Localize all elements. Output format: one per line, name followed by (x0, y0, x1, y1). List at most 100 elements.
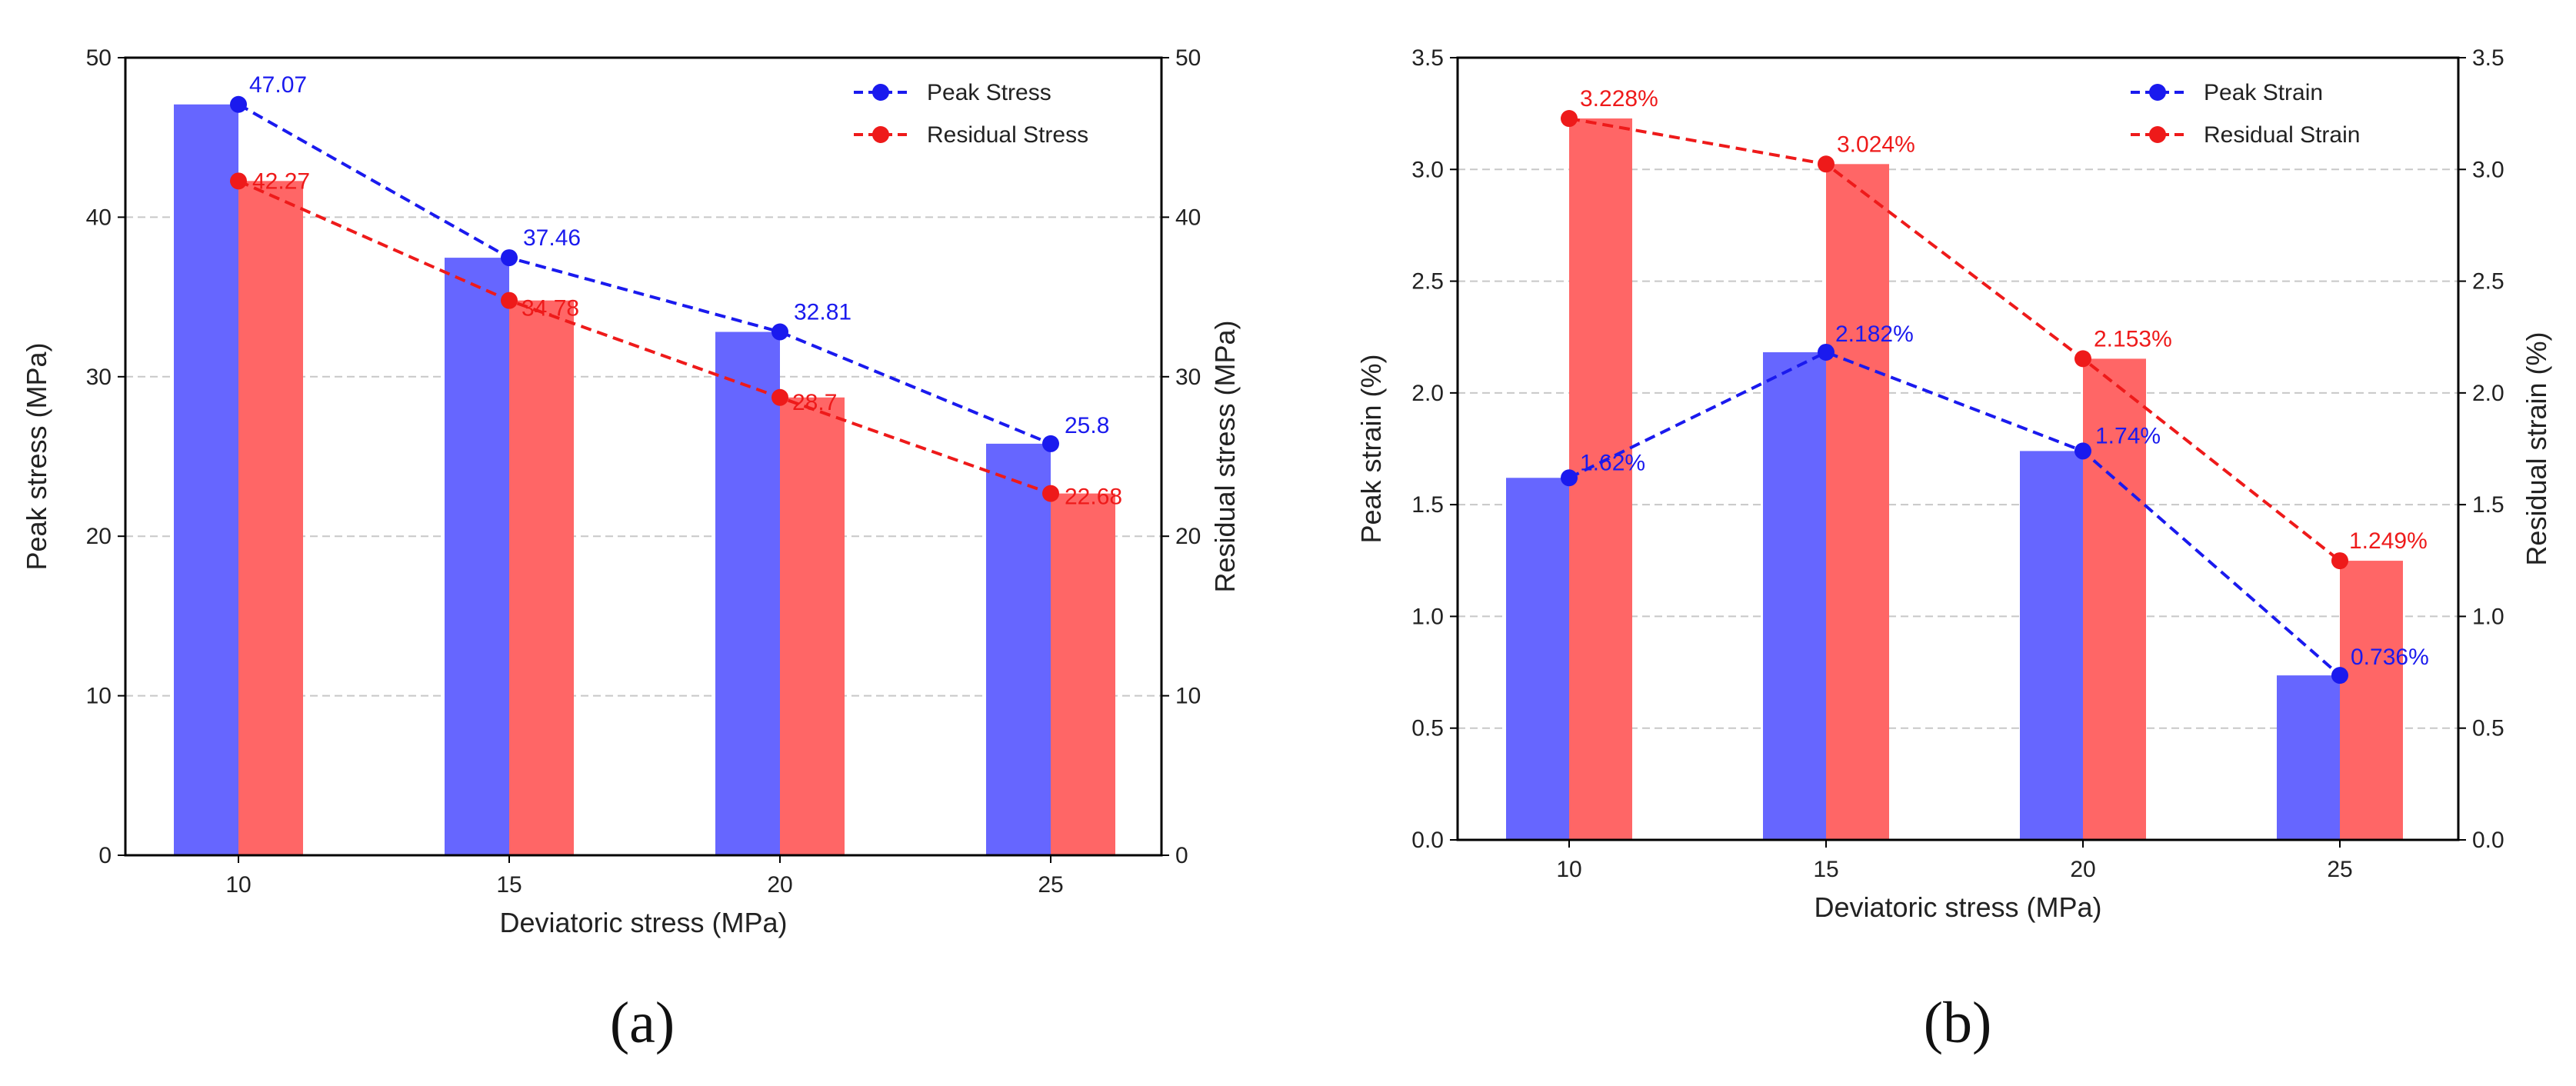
right-y-tick-label: 3.5 (2472, 45, 2504, 71)
left-y-tick-label: 20 (86, 524, 112, 549)
peak-data-label: 1.62% (1580, 450, 1645, 475)
peak-marker (501, 249, 518, 267)
residual-bar (780, 397, 845, 855)
residual-marker (1818, 155, 1835, 173)
left-y-tick-label: 0 (98, 843, 112, 868)
peak-bar (2020, 451, 2083, 840)
x-tick-label: 20 (2070, 857, 2095, 882)
residual-bar (509, 300, 574, 855)
peak-data-label: 37.46 (523, 225, 581, 251)
right-y-tick-label: 0.5 (2472, 716, 2504, 741)
residual-data-label: 28.7 (792, 390, 837, 415)
x-axis-label: Deviatoric stress (MPa) (1814, 891, 2101, 923)
chart-panel-a: 47.07 37.46 32.81 25.8 42.27 34.78 28.7 22.68 0 0… (21, 45, 1241, 1055)
right-y-tick-label: 3.0 (2472, 157, 2504, 182)
left-y-axis-label: Peak stress (MPa) (21, 342, 52, 570)
legend-peak-marker (872, 84, 889, 101)
residual-data-label: 22.68 (1065, 485, 1122, 510)
legend-peak-marker (2149, 84, 2166, 101)
residual-line (1568, 117, 2341, 562)
peak-line (238, 103, 1051, 445)
legend-residual-label: Residual Strain (2204, 122, 2360, 148)
peak-bar (2277, 675, 2340, 840)
left-y-tick-label: 50 (86, 45, 112, 71)
peak-data-label: 0.736% (2351, 645, 2429, 670)
residual-data-label: 2.153% (2094, 326, 2172, 351)
left-y-tick-label: 3.5 (1411, 45, 1444, 71)
left-y-tick-label: 0.0 (1411, 828, 1444, 853)
chart-panel-b: 1.62% 2.182% 1.74% 0.736% 3.228% 3.024% 2.153%… (1355, 45, 2552, 1055)
x-tick-label: 20 (767, 872, 792, 898)
left-y-tick-label: 2.0 (1411, 381, 1444, 406)
left-y-tick-label: 10 (86, 684, 112, 709)
plot-frame (124, 56, 1163, 857)
peak-marker (230, 95, 247, 113)
peak-marker (1818, 343, 1835, 361)
right-y-tick-label: 30 (1175, 365, 1201, 390)
peak-data-label: 32.81 (794, 300, 851, 325)
x-tick-label: 10 (1556, 857, 1581, 882)
peak-data-label: 2.182% (1835, 321, 1914, 347)
peak-line (1568, 350, 2341, 677)
residual-bar (1569, 118, 1632, 841)
right-y-tick-label: 40 (1175, 205, 1201, 230)
right-y-axis-label: Residual stress (MPa) (1209, 320, 1241, 592)
left-y-tick-label: 40 (86, 205, 112, 230)
peak-data-label: 47.07 (249, 72, 307, 98)
residual-data-label: 42.27 (252, 168, 310, 194)
peak-bar (445, 258, 509, 855)
residual-bar (1051, 493, 1115, 855)
right-y-tick-label: 20 (1175, 524, 1201, 549)
peak-marker (771, 323, 788, 341)
residual-data-label: 3.228% (1580, 86, 1658, 112)
peak-marker (1042, 435, 1059, 452)
peak-data-label: 25.8 (1065, 413, 1109, 438)
left-y-tick-label: 3.0 (1411, 157, 1444, 182)
right-y-tick-label: 10 (1175, 684, 1201, 709)
peak-data-label: 1.74% (2095, 423, 2161, 448)
left-y-tick-label: 1.0 (1411, 604, 1444, 629)
plot-frame (1456, 56, 2460, 841)
right-y-tick-label: 0 (1175, 843, 1188, 868)
legend-peak-label: Peak Strain (2204, 80, 2323, 105)
peak-bar (1763, 351, 1826, 840)
panel-caption: (a) (610, 991, 675, 1055)
residual-marker (501, 291, 518, 309)
peak-bar (986, 443, 1051, 855)
peak-bar (715, 331, 780, 855)
peak-bar (1506, 478, 1569, 840)
panel-caption: (b) (1924, 991, 1992, 1055)
residual-bar (2340, 561, 2403, 840)
peak-marker (2331, 667, 2348, 685)
right-y-tick-label: 0.0 (2472, 828, 2504, 853)
residual-marker (1561, 110, 1578, 128)
residual-data-label: 3.024% (1837, 132, 1915, 157)
right-y-tick-label: 1.5 (2472, 492, 2504, 518)
right-y-axis-label: Residual strain (%) (2521, 331, 2552, 565)
right-y-tick-label: 50 (1175, 45, 1201, 71)
peak-marker (2074, 442, 2091, 460)
legend-residual-marker (2149, 126, 2166, 143)
left-y-tick-label: 1.5 (1411, 492, 1444, 518)
x-tick-label: 25 (1038, 872, 1063, 898)
x-tick-label: 25 (2327, 857, 2352, 882)
legend-residual-label: Residual Stress (927, 122, 1088, 148)
residual-data-label: 34.78 (522, 296, 579, 321)
residual-marker (2331, 552, 2348, 570)
left-y-tick-label: 0.5 (1411, 716, 1444, 741)
legend-peak-label: Peak Stress (927, 80, 1051, 105)
residual-marker (230, 172, 247, 190)
residual-bar (1826, 164, 1889, 840)
residual-marker (771, 388, 788, 406)
right-y-tick-label: 2.0 (2472, 381, 2504, 406)
peak-bar (174, 104, 238, 856)
peak-marker (1561, 469, 1578, 487)
left-y-tick-label: 30 (86, 365, 112, 390)
x-tick-label: 10 (225, 872, 251, 898)
x-axis-label: Deviatoric stress (MPa) (499, 907, 787, 938)
right-y-tick-label: 1.0 (2472, 604, 2504, 629)
residual-marker (2074, 350, 2091, 368)
residual-line (238, 179, 1051, 495)
left-y-tick-label: 2.5 (1411, 269, 1444, 295)
x-tick-label: 15 (1813, 857, 1838, 882)
